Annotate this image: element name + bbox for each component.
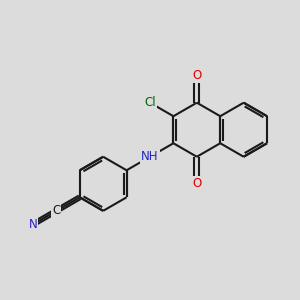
Text: NH: NH bbox=[141, 150, 159, 163]
Text: C: C bbox=[52, 204, 61, 217]
Text: Cl: Cl bbox=[144, 96, 156, 109]
Text: O: O bbox=[192, 177, 202, 190]
Text: N: N bbox=[28, 218, 37, 231]
Text: O: O bbox=[192, 69, 202, 82]
